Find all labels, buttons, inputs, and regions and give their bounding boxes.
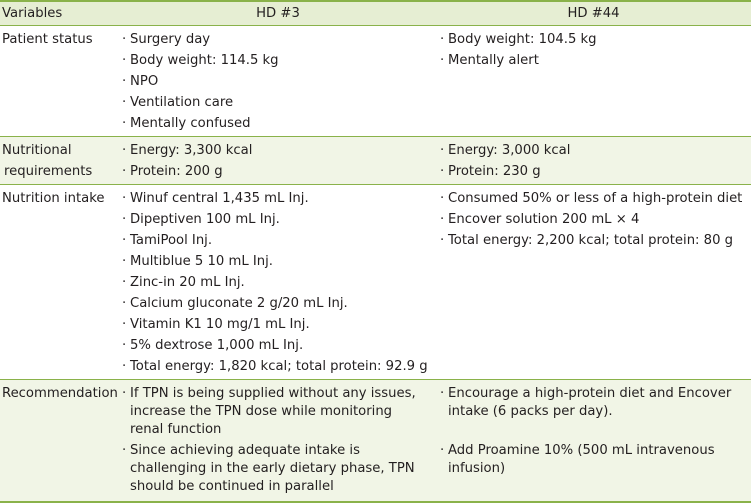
list-item: · Body weight: 104.5 kg — [440, 32, 597, 47]
list-item: · TamiPool Inj. — [122, 233, 213, 248]
header-hd44: HD #44 — [436, 0, 751, 26]
list-item: · Multiblue 5 10 mL Inj. — [122, 254, 273, 269]
header-hd3: HD #3 — [120, 0, 436, 26]
row-label-text: Patient status — [2, 32, 93, 47]
hd44-cell: · Energy: 3,000 kcal · Protein: 230 g — [436, 136, 751, 185]
hd44-cell: · Consumed 50% or less of a high-protein … — [436, 184, 751, 380]
list-item: · Since achieving adequate intake is chal… — [122, 443, 415, 494]
hd44-cell: · Body weight: 104.5 kg · Mentally alert — [436, 25, 751, 137]
list-item: · Encourage a high-protein diet and Encov… — [440, 386, 732, 419]
hd3-cell: · Winuf central 1,435 mL Inj. · Dipeptiven… — [120, 184, 436, 380]
list-item: · Zinc-in 20 mL Inj. — [122, 275, 245, 290]
table-row-nutritional-requirements: Nutritional requirements · Energy: 3,300 … — [0, 136, 751, 185]
list-item: · Total energy: 2,200 kcal; total protein… — [440, 233, 734, 248]
row-label: Patient status — [0, 25, 120, 137]
list-item: · Energy: 3,000 kcal — [440, 143, 571, 158]
hd3-cell: · If TPN is being supplied without any is… — [120, 379, 436, 503]
list-item: · Energy: 3,300 kcal — [122, 143, 253, 158]
row-label-text: Recommendation — [2, 386, 118, 401]
hd3-cell: · Energy: 3,300 kcal · Protein: 200 g — [120, 136, 436, 185]
list-item: · Protein: 230 g — [440, 164, 541, 179]
table-row-patient-status: Patient status · Surgery day · Body weight… — [0, 25, 751, 137]
row-label-text: Nutritional — [2, 143, 72, 158]
header-row: Variables HD #3 HD #44 — [0, 0, 751, 26]
list-item: · 5% dextrose 1,000 mL Inj. — [122, 338, 304, 353]
list-item: · Encover solution 200 mL × 4 — [440, 212, 640, 227]
list-item: · Mentally confused — [122, 116, 251, 131]
list-item: · Total energy: 1,820 kcal; total protein… — [122, 359, 428, 374]
list-item: · Consumed 50% or less of a high-protein … — [440, 191, 743, 206]
hd44-cell: · Encourage a high-protein diet and Encov… — [436, 379, 751, 503]
list-item: · Add Proamine 10% (500 mL intravenous in… — [440, 443, 715, 476]
hd3-cell: · Surgery day · Body weight: 114.5 kg · NPO… — [120, 25, 436, 137]
list-item: · NPO — [122, 74, 159, 89]
table-row-nutrition-intake: Nutrition intake · Winuf central 1,435 mL… — [0, 184, 751, 380]
header-variables: Variables — [0, 0, 120, 26]
list-item: · If TPN is being supplied without any is… — [122, 386, 416, 437]
row-label: Nutritional requirements — [0, 136, 120, 185]
list-item: · Mentally alert — [440, 53, 539, 68]
list-item: · Vitamin K1 10 mg/1 mL Inj. — [122, 317, 310, 332]
table-row-recommendation: Recommendation · If TPN is being supplied… — [0, 379, 751, 503]
row-label-text: Nutrition intake — [2, 191, 105, 206]
row-label: Nutrition intake — [0, 184, 120, 380]
list-item: · Protein: 200 g — [122, 164, 223, 179]
row-label: Recommendation — [0, 379, 120, 503]
list-item: · Winuf central 1,435 mL Inj. — [122, 191, 309, 206]
list-item: · Dipeptiven 100 mL Inj. — [122, 212, 280, 227]
list-item: · Body weight: 114.5 kg — [122, 53, 279, 68]
list-item: · Ventilation care — [122, 95, 234, 110]
row-label-text: requirements — [4, 164, 93, 179]
list-item: · Surgery day — [122, 32, 211, 47]
list-item: · Calcium gluconate 2 g/20 mL Inj. — [122, 296, 348, 311]
